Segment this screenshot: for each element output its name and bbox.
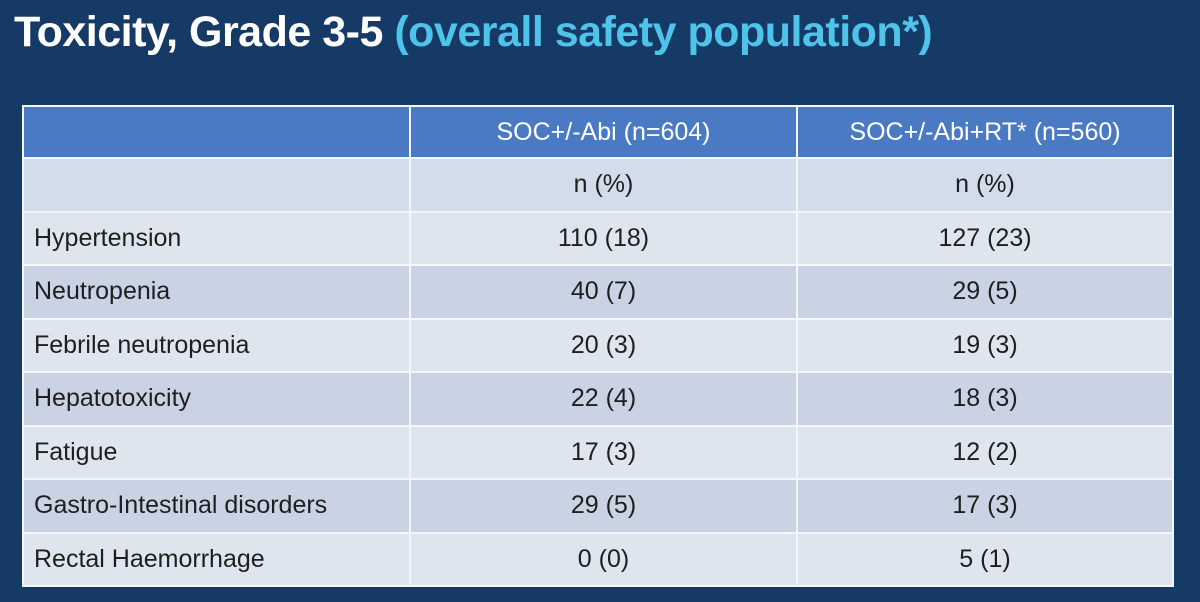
row-value-soc-abi-rt: 19 (3) <box>796 317 1174 373</box>
row-value-soc-abi: 22 (4) <box>409 371 798 427</box>
row-label: Fatigue <box>22 424 411 480</box>
table-row: Febrile neutropenia 20 (3) 19 (3) <box>22 317 1174 373</box>
slide-title: Toxicity, Grade 3-5 (overall safety popu… <box>14 4 933 60</box>
table-header-row: SOC+/-Abi (n=604) SOC+/-Abi+RT* (n=560) <box>22 105 1174 159</box>
table-row: Rectal Haemorrhage 0 (0) 5 (1) <box>22 531 1174 587</box>
table-row: Hepatotoxicity 22 (4) 18 (3) <box>22 371 1174 427</box>
row-value-soc-abi: 20 (3) <box>409 317 798 373</box>
row-value-soc-abi-rt: 12 (2) <box>796 424 1174 480</box>
toxicity-table: SOC+/-Abi (n=604) SOC+/-Abi+RT* (n=560) … <box>22 105 1174 587</box>
row-label: Neutropenia <box>22 264 411 320</box>
unit-cell-soc-abi: n (%) <box>409 157 798 213</box>
table-row: Hypertension 110 (18) 127 (23) <box>22 210 1174 266</box>
row-label: Hepatotoxicity <box>22 371 411 427</box>
unit-cell-empty <box>22 157 411 213</box>
row-label: Hypertension <box>22 210 411 266</box>
table-units-row: n (%) n (%) <box>22 157 1174 213</box>
row-value-soc-abi: 29 (5) <box>409 478 798 534</box>
table-row: Fatigue 17 (3) 12 (2) <box>22 424 1174 480</box>
slide-title-subtitle: (overall safety population*) <box>394 8 933 56</box>
row-value-soc-abi: 110 (18) <box>409 210 798 266</box>
header-cell-soc-abi-rt: SOC+/-Abi+RT* (n=560) <box>796 105 1174 159</box>
slide-title-main: Toxicity, Grade 3-5 <box>14 8 383 56</box>
row-label: Gastro-Intestinal disorders <box>22 478 411 534</box>
row-value-soc-abi-rt: 5 (1) <box>796 531 1174 587</box>
row-value-soc-abi-rt: 17 (3) <box>796 478 1174 534</box>
row-value-soc-abi-rt: 18 (3) <box>796 371 1174 427</box>
row-value-soc-abi-rt: 29 (5) <box>796 264 1174 320</box>
row-label: Rectal Haemorrhage <box>22 531 411 587</box>
row-value-soc-abi: 17 (3) <box>409 424 798 480</box>
toxicity-table-container: SOC+/-Abi (n=604) SOC+/-Abi+RT* (n=560) … <box>22 105 1174 587</box>
table-row: Gastro-Intestinal disorders 29 (5) 17 (3… <box>22 478 1174 534</box>
table-row: Neutropenia 40 (7) 29 (5) <box>22 264 1174 320</box>
row-value-soc-abi: 0 (0) <box>409 531 798 587</box>
row-label: Febrile neutropenia <box>22 317 411 373</box>
header-cell-soc-abi: SOC+/-Abi (n=604) <box>409 105 798 159</box>
row-value-soc-abi: 40 (7) <box>409 264 798 320</box>
row-value-soc-abi-rt: 127 (23) <box>796 210 1174 266</box>
header-cell-empty <box>22 105 411 159</box>
unit-cell-soc-abi-rt: n (%) <box>796 157 1174 213</box>
